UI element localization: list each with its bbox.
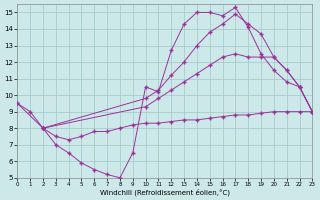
X-axis label: Windchill (Refroidissement éolien,°C): Windchill (Refroidissement éolien,°C) <box>100 188 230 196</box>
